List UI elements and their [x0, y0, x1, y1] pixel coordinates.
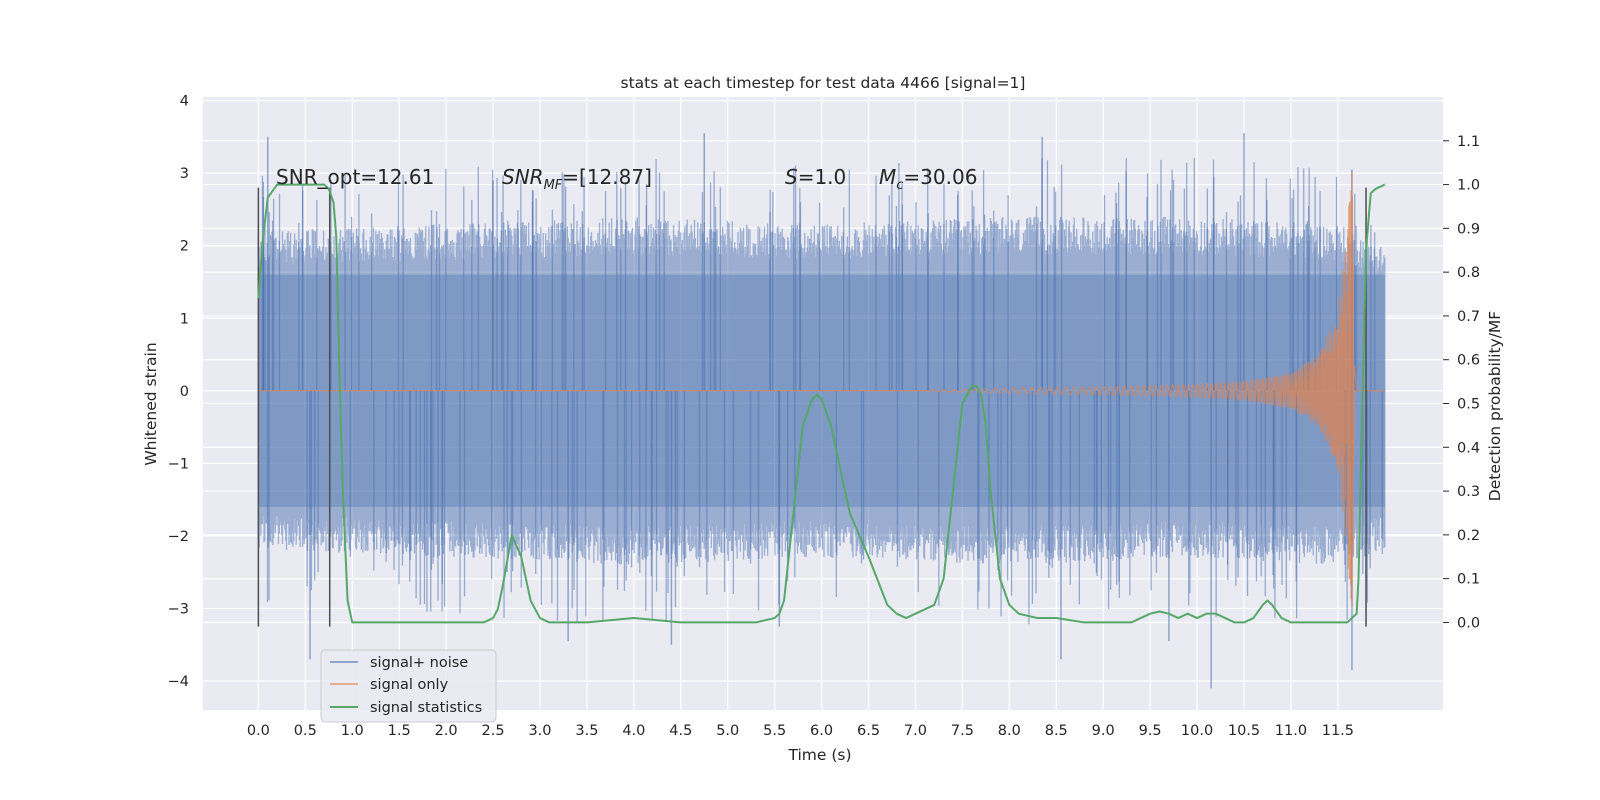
x-tick-labels: 0.0 0.5 1.0 1.5 2.0 2.5 3.0 3.5 4.0 4.5 5.0 5.5 6.0 6…: [247, 723, 1354, 739]
x-tick-label: 4.0: [622, 723, 645, 739]
annotation-mc-value: =30.06: [903, 165, 977, 189]
right-y-tick-label: 1.1: [1457, 134, 1480, 150]
legend-label-signal-only: signal only: [370, 677, 449, 693]
right-y-tick-label: 0.7: [1457, 309, 1480, 325]
y-tick-label: 2: [180, 239, 189, 255]
annotations: SNR_opt=12.61 SNRMF=[12.87] S=1.0 Mc=30.…: [276, 165, 977, 193]
x-tick-label: 1.5: [388, 723, 411, 739]
annotation-mc: Mc=30.06: [879, 165, 977, 193]
legend-label-signal-statistics: signal statistics: [370, 700, 482, 716]
y-tick-labels: 4 3 2 1 0 −1 −2 −3 −4: [168, 94, 189, 690]
x-tick-label: 9.5: [1139, 723, 1162, 739]
y-tick-label: −1: [168, 456, 189, 472]
right-y-tick-labels: 1.1 1.0 0.9 0.8 0.7 0.6 0.5 0.4 0.3 0.2 0.1 0.0: [1443, 134, 1480, 631]
x-tick-label: 8.5: [1045, 723, 1068, 739]
y-tick-label: 3: [180, 166, 189, 182]
x-tick-label: 8.0: [998, 723, 1021, 739]
x-tick-label: 0.5: [294, 723, 317, 739]
annotation-snr-mf-subscript: MF: [544, 178, 563, 193]
x-tick-label: 9.0: [1092, 723, 1115, 739]
right-y-tick-label: 0.5: [1457, 397, 1480, 413]
right-y-tick-label: 0.8: [1457, 265, 1480, 281]
right-y-tick-label: 1.0: [1457, 178, 1480, 194]
x-tick-label: 5.5: [763, 723, 786, 739]
chart-title: stats at each timestep for test data 446…: [621, 74, 1026, 92]
right-y-tick-label: 0.1: [1457, 572, 1480, 588]
x-tick-label: 7.0: [904, 723, 927, 739]
x-tick-label: 7.5: [951, 723, 974, 739]
x-tick-label: 6.0: [810, 723, 833, 739]
annotation-s: S=1.0: [785, 165, 846, 189]
x-tick-label: 1.0: [341, 723, 364, 739]
x-tick-label: 10.5: [1228, 723, 1260, 739]
y-tick-label: 4: [180, 94, 189, 110]
x-tick-label: 2.5: [482, 723, 505, 739]
x-tick-label: 4.5: [669, 723, 692, 739]
y-tick-label: −4: [168, 674, 189, 690]
right-y-tick-label: 0.0: [1457, 615, 1480, 631]
x-tick-label: 3.5: [575, 723, 598, 739]
y-tick-label: 1: [180, 311, 189, 327]
annotation-s-symbol: S: [785, 165, 798, 189]
annotation-mc-subscript: c: [896, 178, 903, 193]
x-axis-label: Time (s): [787, 746, 851, 764]
annotation-s-value: =1.0: [798, 165, 847, 189]
y-tick-label: 0: [180, 384, 189, 400]
annotation-snr-mf-symbol: SNR: [502, 165, 544, 189]
y-tick-label: −2: [168, 529, 189, 545]
x-tick-label: 11.0: [1275, 723, 1307, 739]
x-tick-label: 3.0: [528, 723, 551, 739]
x-tick-label: 11.5: [1322, 723, 1354, 739]
x-tick-label: 2.0: [435, 723, 458, 739]
legend: signal+ noise signal only signal statist…: [320, 649, 497, 723]
annotation-snr-opt: SNR_opt=12.61: [276, 165, 434, 189]
right-y-tick-label: 0.6: [1457, 353, 1480, 369]
x-tick-label: 10.0: [1181, 723, 1213, 739]
legend-label-signal-noise: signal+ noise: [370, 655, 468, 671]
right-y-axis-label: Detection probability/MF: [1486, 311, 1504, 502]
series-signal-only: [258, 171, 1385, 607]
x-tick-label: 5.0: [716, 723, 739, 739]
y-axis-label: Whitened strain: [142, 342, 160, 465]
x-tick-label: 6.5: [857, 723, 880, 739]
legend-box: [320, 649, 497, 723]
right-y-tick-label: 0.3: [1457, 484, 1480, 500]
right-y-tick-label: 0.2: [1457, 528, 1480, 544]
y-tick-label: −3: [168, 601, 189, 617]
annotation-snr-mf-value: =[12.87]: [562, 165, 652, 189]
series-signal-noise-spikes: [261, 133, 1383, 689]
annotation-snr-mf: SNRMF=[12.87]: [502, 165, 652, 193]
annotation-mc-symbol: M: [879, 165, 896, 189]
series-signal-statistics: [257, 183, 1386, 624]
right-y-tick-label: 0.9: [1457, 221, 1480, 237]
right-y-tick-label: 0.4: [1457, 440, 1480, 456]
data-layer: [257, 133, 1386, 689]
x-tick-label: 0.0: [247, 723, 270, 739]
